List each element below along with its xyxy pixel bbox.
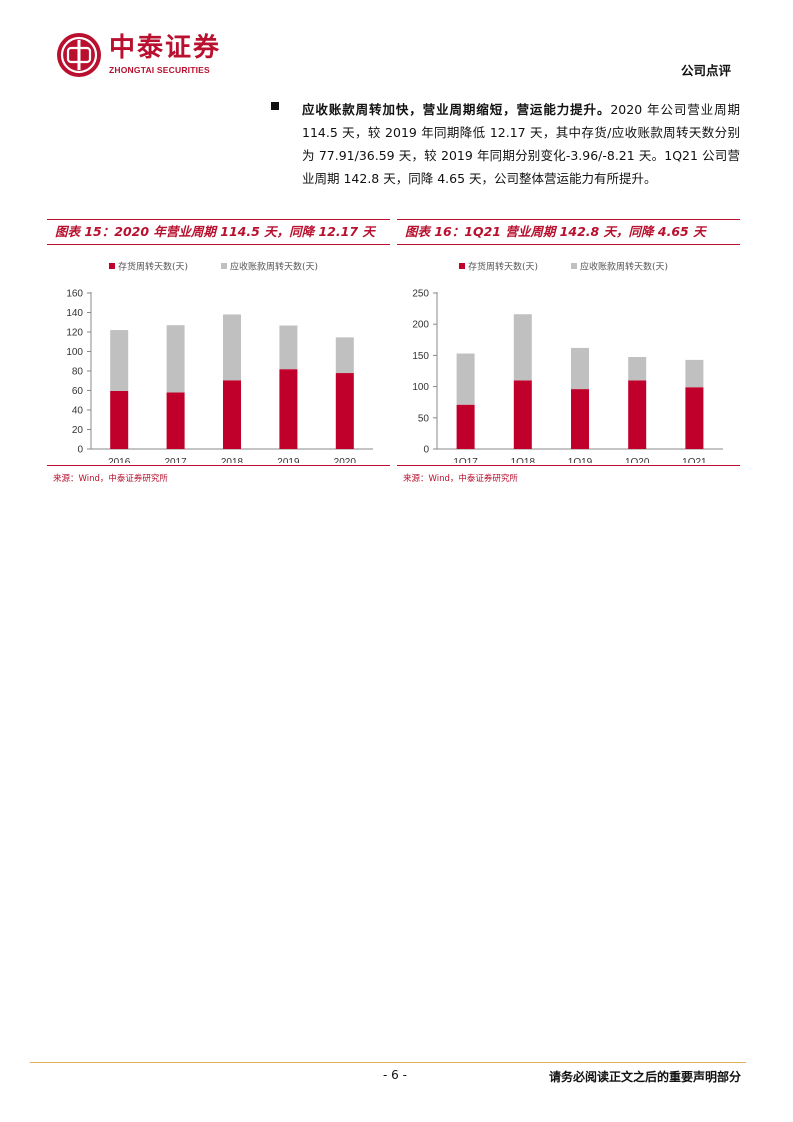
bar-segment (571, 347, 589, 390)
y-tick-label: 100 (412, 382, 429, 393)
bar-segment (166, 325, 185, 393)
chart-title: 图表 16：1Q21 营业周期 142.8 天，同降 4.65 天 (397, 219, 740, 245)
legend-swatch (459, 263, 465, 269)
bar-segment (335, 337, 354, 374)
bullet-paragraph: 应收账款周转加快，营业周期缩短，营运能力提升。2020 年公司营业周期 114.… (271, 98, 740, 190)
y-tick-label: 200 (412, 320, 429, 331)
legend-swatch (109, 263, 115, 269)
bar-segment (335, 373, 354, 449)
paragraph-heading: 应收账款周转加快，营业周期缩短，营运能力提升。 (302, 102, 611, 117)
x-tick-label: 2016 (108, 457, 131, 463)
bar-segment (513, 314, 532, 381)
x-tick-label: 1Q17 (453, 457, 478, 463)
paragraph-body: 2020 年公司营业周期 114.5 天，较 2019 年同期降低 12.17 … (302, 102, 740, 186)
bar-segment (456, 404, 475, 449)
chart-source: 来源：Wind，中泰证券研究所 (53, 474, 168, 484)
logo-text-cn: 中泰证券 (109, 33, 222, 63)
bar-segment (166, 392, 185, 449)
logo-text-en: ZHONGTAI SECURITIES (109, 65, 210, 75)
page-number: - 6 - (383, 1068, 407, 1082)
bar-segment (685, 359, 704, 388)
legend-label: 存货周转天数(天) (118, 261, 188, 273)
bar-segment (110, 330, 129, 391)
x-tick-label: 2018 (221, 457, 244, 463)
x-tick-label: 2019 (277, 457, 300, 463)
chart-title: 图表 15：2020 年营业周期 114.5 天，同降 12.17 天 (47, 219, 390, 245)
bar-segment (110, 390, 129, 449)
bar-segment (279, 369, 298, 449)
chart-bottom-rule (397, 465, 740, 466)
bar-segment (685, 387, 704, 449)
y-tick-label: 150 (412, 351, 429, 362)
x-tick-label: 1Q19 (568, 457, 593, 463)
footer-disclaimer: 请务必阅读正文之后的重要声明部分 (548, 1070, 741, 1084)
legend-label: 存货周转天数(天) (468, 261, 538, 273)
chart-bottom-rule (47, 465, 390, 466)
y-tick-label: 100 (66, 347, 83, 358)
x-tick-label: 1Q21 (682, 457, 707, 463)
y-tick-label: 140 (66, 308, 83, 319)
y-tick-label: 40 (72, 406, 84, 417)
legend-swatch (571, 263, 577, 269)
chart-source: 来源：Wind，中泰证券研究所 (403, 474, 518, 484)
chart-panel-15: 图表 15：2020 年营业周期 114.5 天，同降 12.17 天 存货周转… (47, 219, 390, 491)
bar-segment (223, 314, 241, 381)
legend-swatch (221, 263, 227, 269)
report-type-label: 公司点评 (680, 63, 731, 78)
bar-segment (223, 380, 241, 449)
y-tick-label: 50 (418, 413, 430, 424)
bar-segment (513, 380, 532, 449)
logo-emblem-icon (57, 33, 101, 77)
chart-panel-16: 图表 16：1Q21 营业周期 142.8 天，同降 4.65 天 存货周转天数… (397, 219, 740, 491)
x-tick-label: 1Q18 (511, 457, 536, 463)
y-tick-label: 0 (423, 445, 429, 456)
y-tick-label: 250 (412, 289, 429, 300)
x-tick-label: 2017 (164, 457, 187, 463)
y-tick-label: 120 (66, 328, 83, 339)
legend-label: 应收账款周转天数(天) (580, 261, 668, 273)
bar-segment (628, 380, 647, 449)
x-tick-label: 2020 (334, 457, 357, 463)
bar-segment (456, 353, 475, 405)
y-tick-label: 60 (72, 386, 84, 397)
y-tick-label: 160 (66, 289, 83, 300)
footer-divider (30, 1062, 746, 1063)
paragraph-text: 应收账款周转加快，营业周期缩短，营运能力提升。2020 年公司营业周期 114.… (302, 98, 740, 190)
y-tick-label: 0 (77, 445, 83, 456)
x-tick-label: 1Q20 (625, 457, 650, 463)
company-logo: 中泰证券 ZHONGTAI SECURITIES (55, 31, 235, 81)
stacked-bar-chart-operating-cycle-annual: 存货周转天数(天) 应收账款周转天数(天) 0 20 40 60 80 100 120 140 16… (66, 261, 373, 463)
legend-label: 应收账款周转天数(天) (230, 261, 318, 273)
square-bullet-icon (271, 102, 279, 110)
bar-segment (628, 356, 647, 381)
stacked-bar-chart-operating-cycle-quarterly: 存货周转天数(天) 应收账款周转天数(天) 0 50 100 150 200 250 1Q17 1… (412, 261, 723, 463)
y-tick-label: 20 (72, 425, 84, 436)
y-tick-label: 80 (72, 367, 84, 378)
bar-segment (279, 325, 298, 370)
bar-segment (571, 389, 589, 449)
